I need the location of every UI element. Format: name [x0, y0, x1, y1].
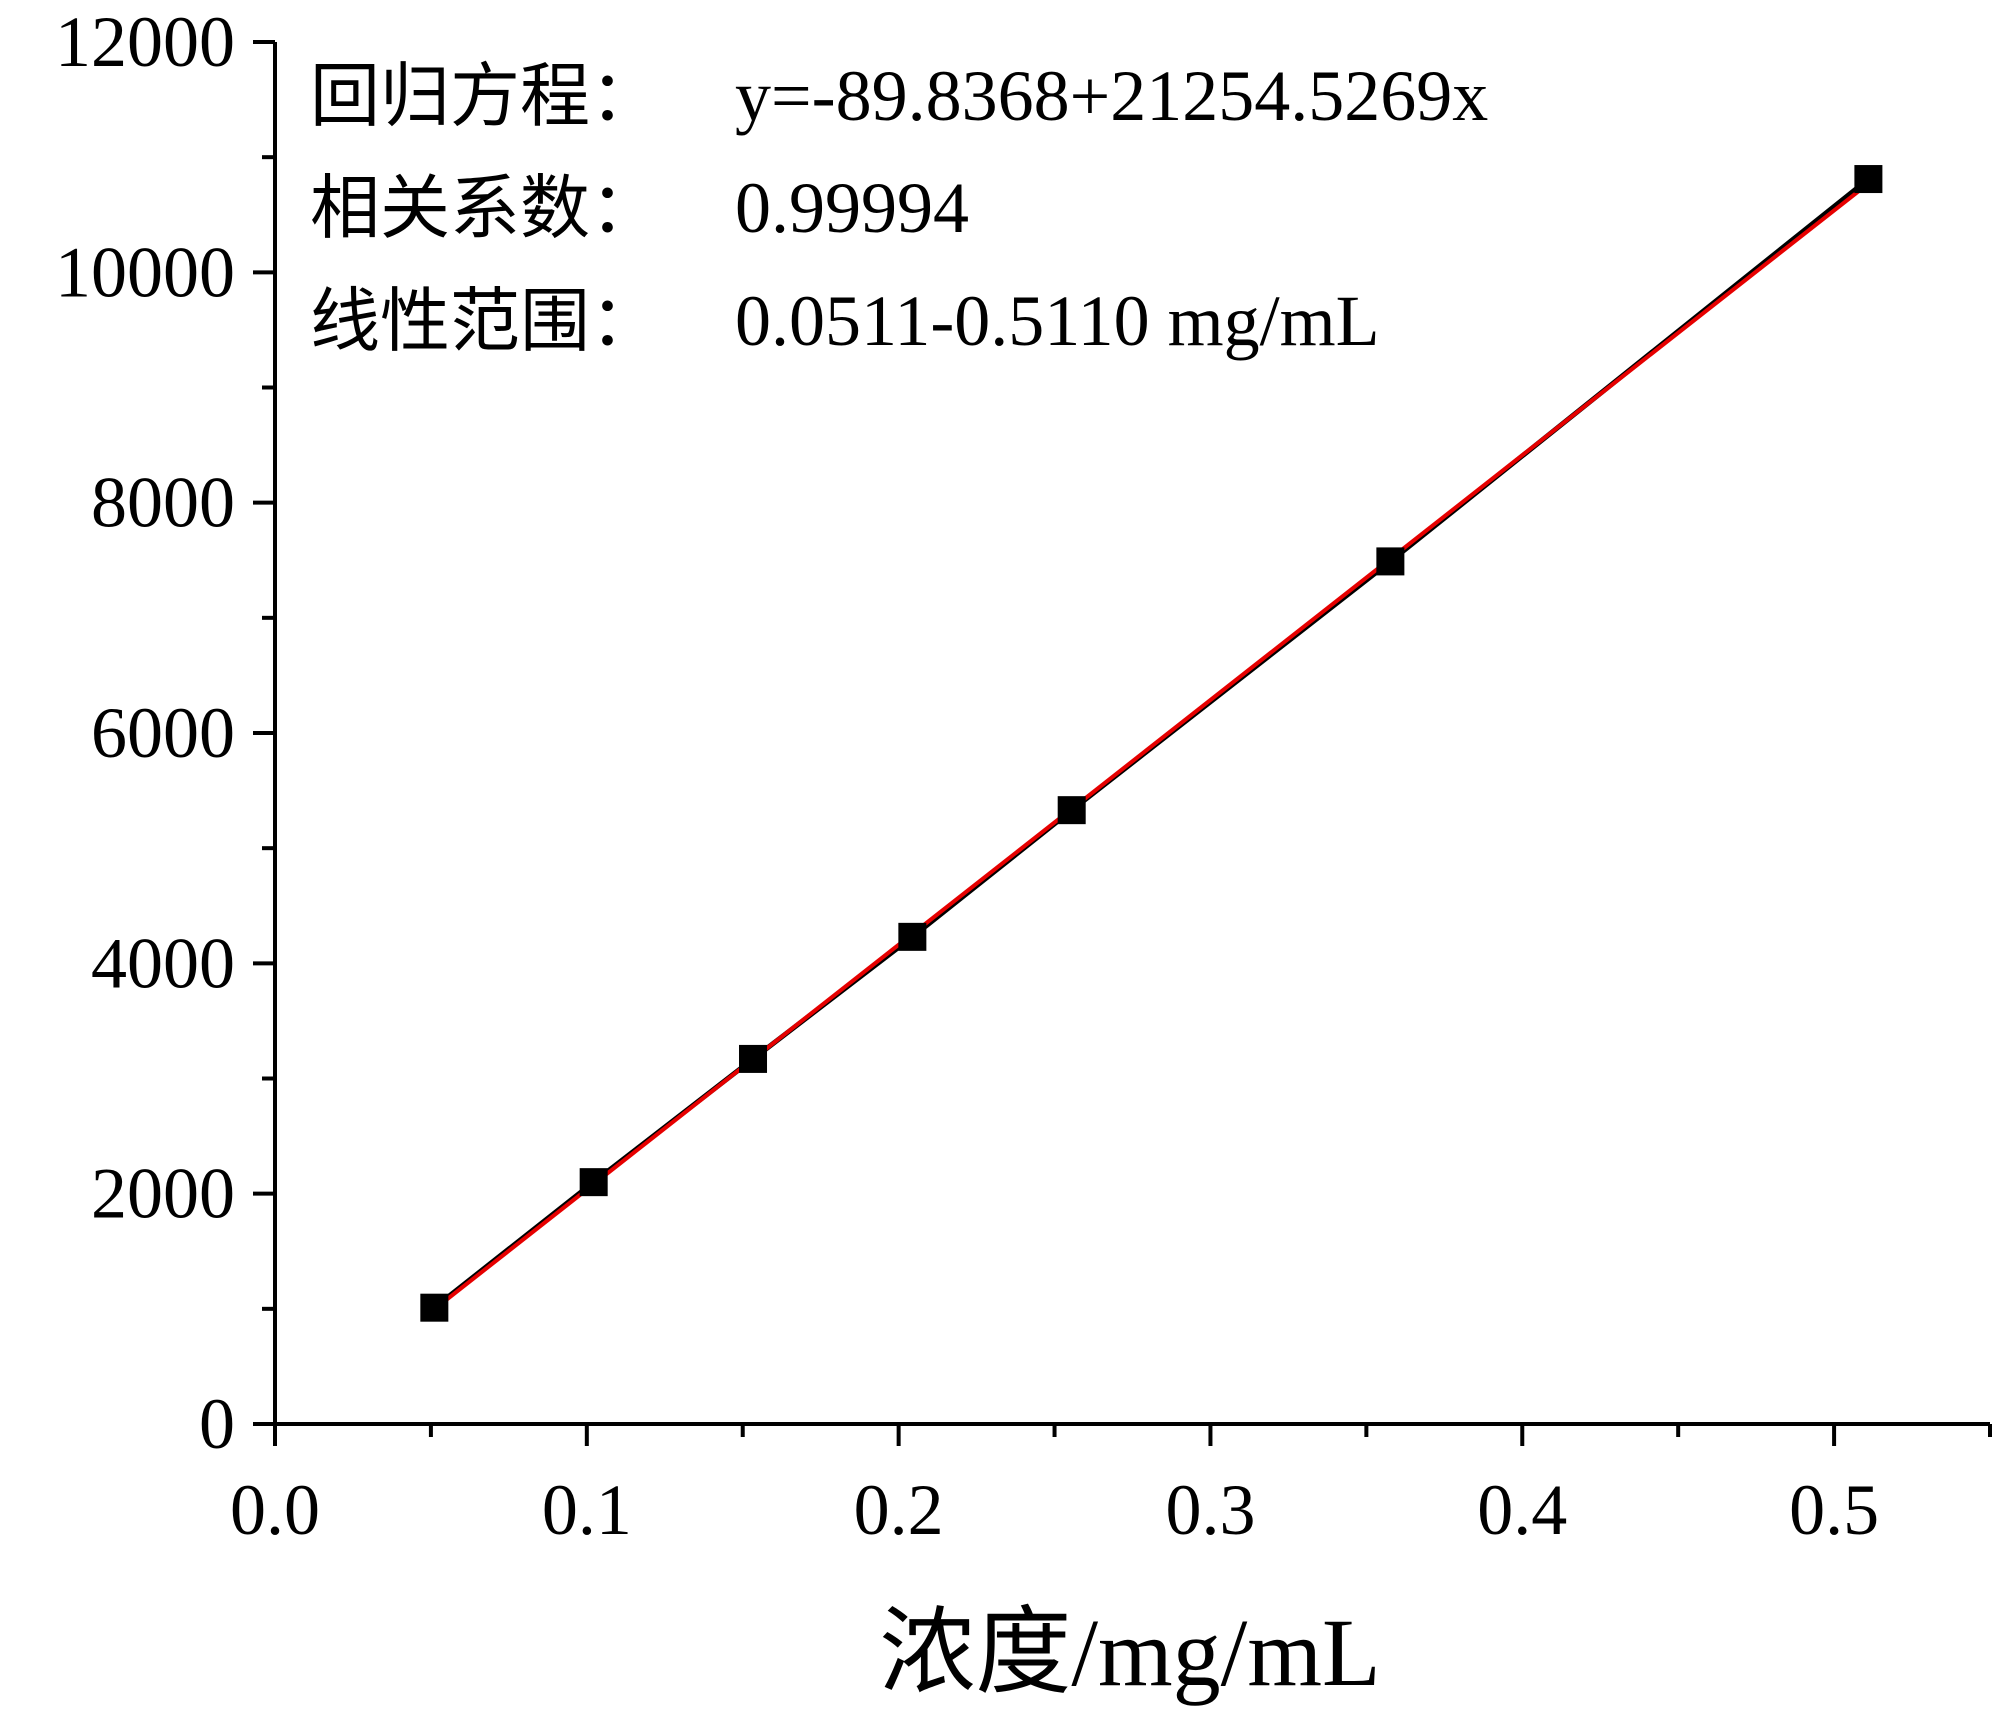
data-point	[420, 1293, 449, 1322]
y-tick-label: 0	[199, 1384, 235, 1464]
annotation-label: 相关系数：	[310, 167, 660, 249]
x-tick-label: 0.0	[230, 1470, 320, 1550]
annotation-value: 0.99994	[735, 168, 969, 248]
data-point	[1057, 796, 1086, 825]
y-tick-label: 8000	[91, 463, 235, 543]
fit-line	[433, 181, 1870, 1311]
annotation-value: y=-89.8368+21254.5269x	[735, 56, 1488, 136]
data-point	[1376, 547, 1405, 576]
x-axis-label: 浓度/mg/mL	[879, 1599, 1380, 1706]
data-point	[898, 922, 927, 951]
x-tick-label: 0.2	[854, 1470, 944, 1550]
y-tick-label: 4000	[91, 923, 235, 1003]
y-tick-label: 6000	[91, 693, 235, 773]
annotation-value: 0.0511-0.5110 mg/mL	[735, 281, 1380, 361]
y-tick-label: 12000	[55, 2, 235, 82]
y-tick-label: 10000	[55, 232, 235, 312]
x-tick-label: 0.3	[1165, 1470, 1255, 1550]
y-tick-label: 2000	[91, 1154, 235, 1234]
annotation-label: 回归方程：	[310, 55, 660, 137]
x-tick-label: 0.1	[542, 1470, 632, 1550]
x-tick-label: 0.4	[1477, 1470, 1567, 1550]
data-point	[1854, 165, 1883, 194]
x-tick-label: 0.5	[1789, 1470, 1879, 1550]
data-point	[579, 1168, 608, 1197]
data-point	[739, 1044, 768, 1073]
annotation-label: 线性范围：	[310, 280, 660, 362]
